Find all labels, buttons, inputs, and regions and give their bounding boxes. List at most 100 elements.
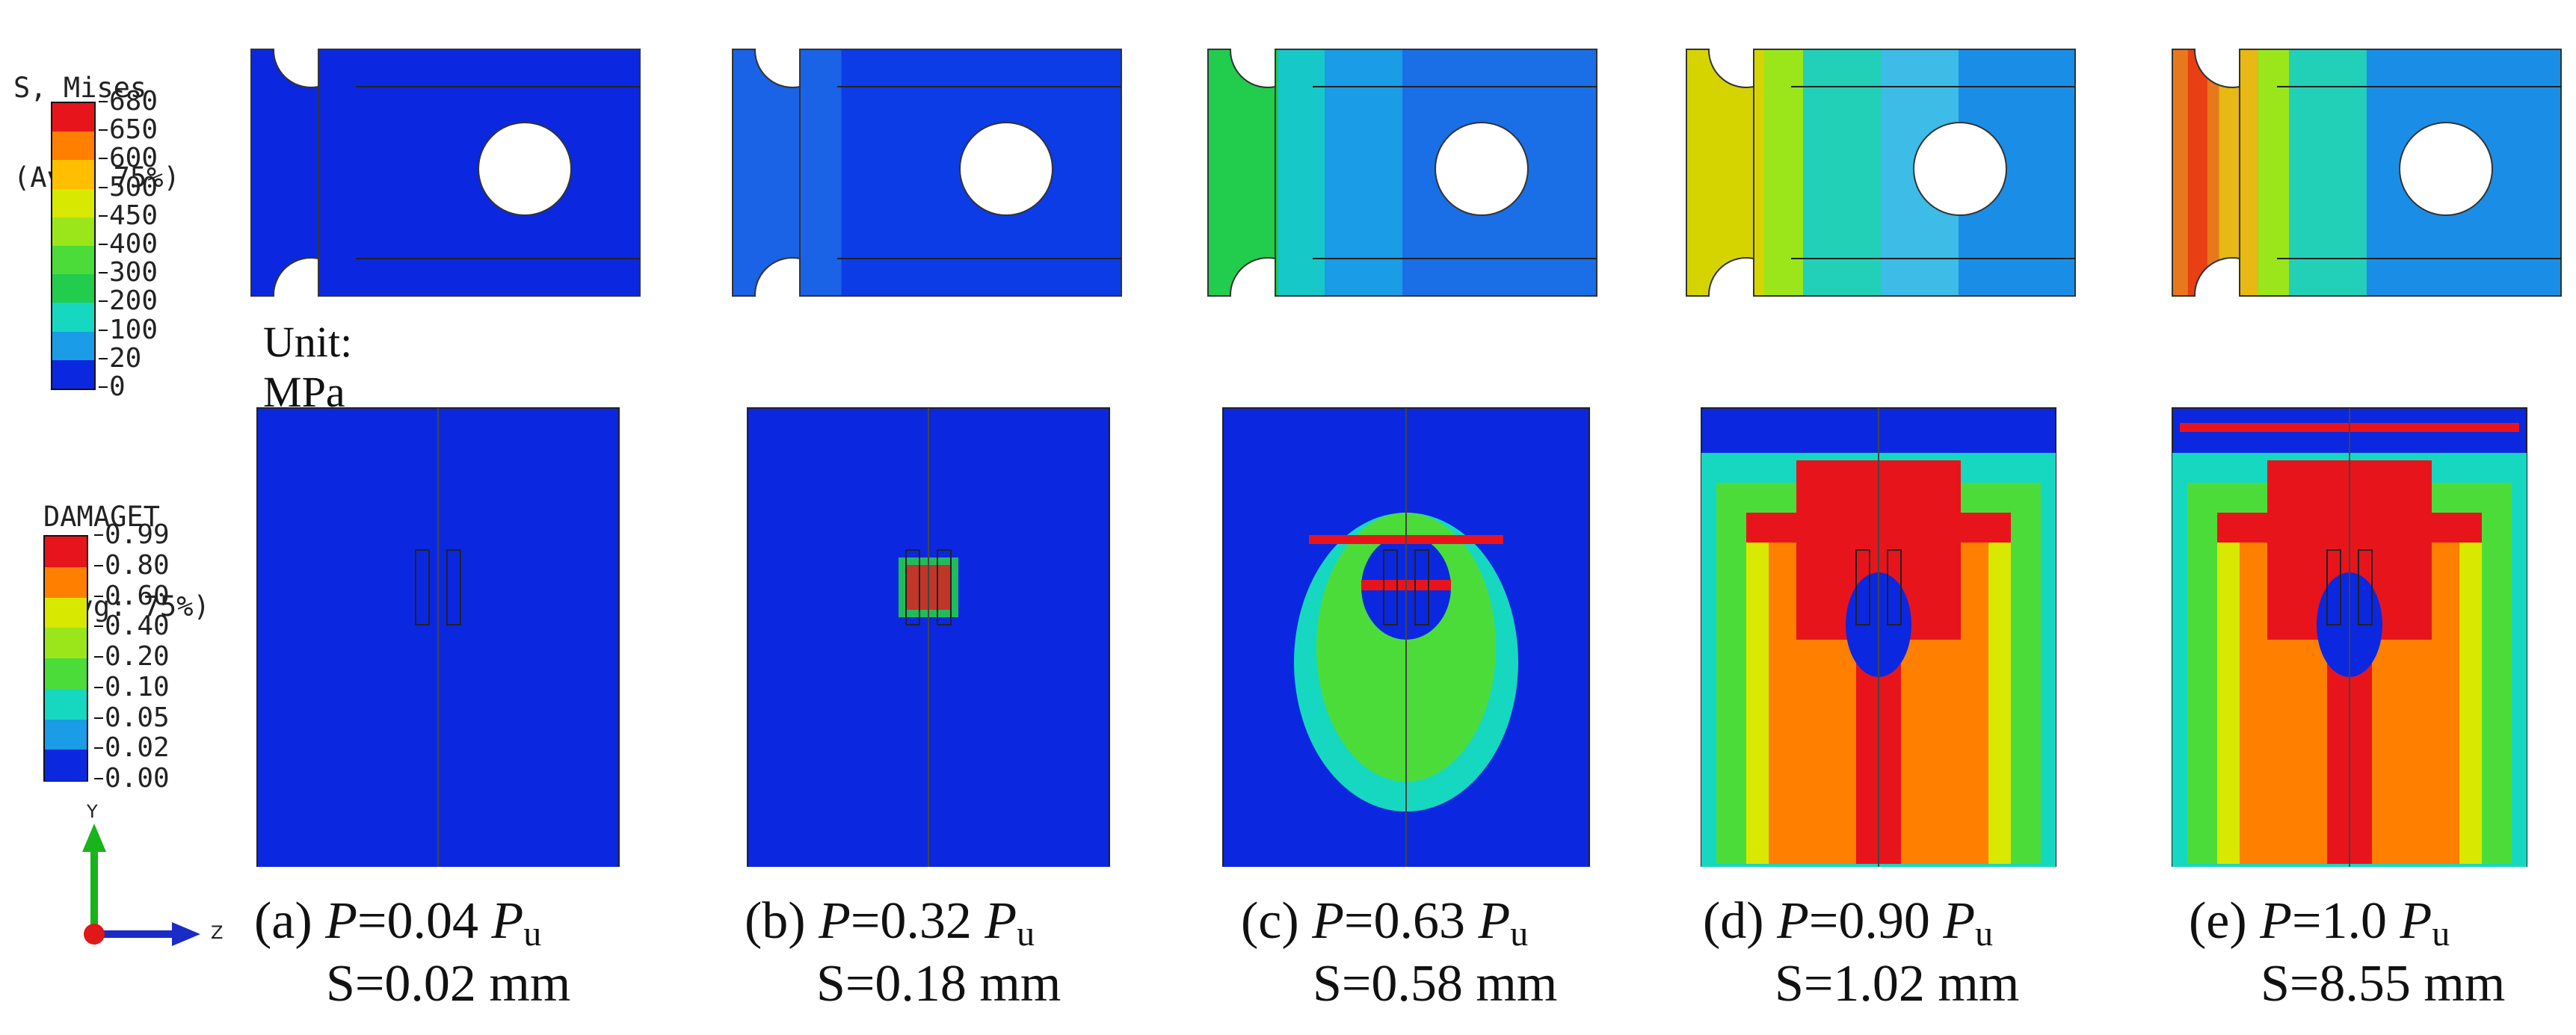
panel-caption-slip: S=0.02 mm xyxy=(326,955,571,1013)
stress-legend-tick-label: 100 xyxy=(98,314,158,345)
stress-legend-colorbar xyxy=(51,102,96,390)
stress-legend-swatch xyxy=(52,303,94,333)
bolt-slot xyxy=(1383,549,1398,625)
stress-legend-title-line1: S, Mises xyxy=(13,72,147,104)
load-symbol: P xyxy=(2260,892,2292,950)
damage-legend-swatch xyxy=(45,566,87,598)
stress-legend-swatch xyxy=(52,274,94,303)
stress-band xyxy=(2187,49,2207,296)
stress-panel xyxy=(732,49,1122,297)
y-axis-arrow-head xyxy=(82,824,106,852)
bolt-hole xyxy=(1435,122,1529,216)
stress-legend-swatch xyxy=(52,331,94,361)
stress-band xyxy=(2289,49,2367,296)
stress-legend-swatch xyxy=(52,217,94,247)
stress-plate-outline xyxy=(1207,49,1597,297)
stress-fill xyxy=(251,49,640,296)
load-value: =1.0 xyxy=(2291,892,2400,950)
damage-legend-tick-label: 0.02 xyxy=(94,732,170,764)
axis-triad xyxy=(82,824,200,946)
damage-legend-tick-label: 0.05 xyxy=(94,702,170,733)
damage-legend-tick-label: 0.60 xyxy=(94,580,170,611)
stress-band xyxy=(1278,49,1325,296)
axis-origin xyxy=(84,924,105,945)
stress-panel xyxy=(1207,49,1597,297)
bolt-slot xyxy=(1855,549,1870,625)
damage-legend-tick-label: 0.40 xyxy=(94,611,170,642)
ultimate-load-subscript: u xyxy=(1510,914,1529,954)
stress-band xyxy=(733,49,842,296)
load-symbol: P xyxy=(1777,892,1809,950)
load-value: =0.90 xyxy=(1808,892,1944,950)
stress-legend-tick-label: 0 xyxy=(99,371,126,402)
stress-panel xyxy=(2172,49,2562,297)
stress-legend-tick-label: 20 xyxy=(98,342,142,374)
damage-legend-swatch xyxy=(45,750,87,781)
stress-plate-outline xyxy=(2172,49,2562,297)
panel-caption-slip: S=8.55 mm xyxy=(2261,955,2506,1013)
stress-legend-swatch xyxy=(52,359,94,389)
panel-label: (e) xyxy=(2189,892,2261,950)
ultimate-load-symbol: P xyxy=(1943,892,1976,950)
bolt-slot xyxy=(415,549,430,625)
stress-band xyxy=(2219,49,2258,296)
damage-panel xyxy=(747,407,1110,867)
bolt-slot xyxy=(2358,549,2373,625)
damage-legend-swatch xyxy=(45,628,87,659)
stress-panel xyxy=(250,49,641,297)
bolt-slot xyxy=(2326,549,2341,625)
ultimate-load-symbol: P xyxy=(491,892,524,950)
load-symbol: P xyxy=(1312,892,1344,950)
stress-band xyxy=(1764,49,1803,296)
ultimate-load-subscript: u xyxy=(523,914,542,954)
y-axis-label: Y xyxy=(87,801,98,822)
ultimate-load-subscript: u xyxy=(1975,914,1994,954)
damage-legend-tick-label: 0.00 xyxy=(94,763,170,794)
stress-plate-outline xyxy=(250,49,641,297)
damage-panel xyxy=(256,407,620,867)
z-axis-label: Z xyxy=(211,922,224,943)
stress-panel xyxy=(1686,49,2076,297)
bolt-slot xyxy=(1414,549,1429,625)
bolt-slot xyxy=(446,549,461,625)
stress-legend-swatch xyxy=(52,103,94,132)
damage-legend-tick-label: 0.10 xyxy=(94,671,170,702)
stress-band xyxy=(1686,49,1764,296)
stress-band xyxy=(1208,49,1278,296)
stress-legend-tick-label: 450 xyxy=(98,200,158,231)
bolt-hole xyxy=(478,122,572,216)
z-axis-arrow-head xyxy=(172,922,200,946)
panel-caption-slip: S=0.58 mm xyxy=(1313,955,1558,1013)
ultimate-load-symbol: P xyxy=(985,892,1017,950)
stress-legend-tick-label: 400 xyxy=(98,229,158,259)
ultimate-load-symbol: P xyxy=(2400,892,2432,950)
load-value: =0.32 xyxy=(850,892,985,950)
damage-legend-swatch xyxy=(45,597,87,628)
panel-caption-load: (c) P=0.63 Pu xyxy=(1241,894,1528,962)
panel-label: (c) xyxy=(1241,892,1313,950)
damage-legend-colorbar xyxy=(43,535,88,782)
bolt-slot xyxy=(1887,549,1902,625)
stress-legend-swatch xyxy=(52,188,94,218)
damage-panel xyxy=(1222,407,1590,867)
damage-legend-title-line1: DAMAGET xyxy=(43,501,160,533)
damage-legend-swatch xyxy=(45,719,87,750)
damage-legend-tick-label: 0.80 xyxy=(94,549,170,581)
stress-legend-swatch xyxy=(52,132,94,161)
stress-legend-tick-label: 680 xyxy=(98,86,158,117)
ultimate-load-subscript: u xyxy=(2432,914,2450,954)
stress-plate-outline xyxy=(732,49,1122,297)
stress-band xyxy=(1803,49,1881,296)
damage-panel xyxy=(1701,407,2056,867)
panel-caption-load: (b) P=0.32 Pu xyxy=(745,894,1035,962)
bolt-hole xyxy=(2399,122,2493,216)
damage-contour-row xyxy=(256,407,2527,867)
ultimate-load-symbol: P xyxy=(1478,892,1511,950)
panel-label: (a) xyxy=(254,892,326,950)
panel-caption-load: (e) P=1.0 Pu xyxy=(2189,894,2450,962)
damage-legend-swatch xyxy=(45,688,87,720)
damage-legend-swatch xyxy=(45,537,87,568)
bolt-hole xyxy=(959,122,1053,216)
panel-caption-load: (d) P=0.90 Pu xyxy=(1703,894,1993,962)
stress-contour-row xyxy=(250,49,2562,297)
